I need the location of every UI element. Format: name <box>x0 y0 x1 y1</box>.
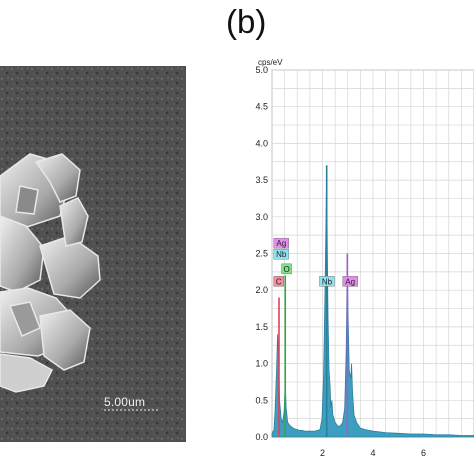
peak-label-ag: Ag <box>273 237 289 249</box>
y-tick-label: 2.0 <box>255 285 268 295</box>
y-tick-label: 3.0 <box>255 212 268 222</box>
svg-text:Ag: Ag <box>276 239 286 248</box>
peak-label-o: O <box>281 263 292 275</box>
svg-text:O: O <box>283 265 289 274</box>
y-tick-label: 2.5 <box>255 249 268 259</box>
y-tick-label: 4.5 <box>255 102 268 112</box>
x-tick-label: 2 <box>320 448 325 458</box>
sem-micrograph <box>0 66 186 442</box>
peak-label-c: C <box>273 276 284 287</box>
y-axis-unit: cps/eV <box>258 58 283 67</box>
x-tick-label: 4 <box>370 448 375 458</box>
y-tick-label: 4.0 <box>255 138 268 148</box>
peak-label-ag: Ag <box>342 276 358 287</box>
grid-horizontal <box>272 69 474 438</box>
sem-micrograph-art <box>0 66 186 442</box>
peak-label-nb: Nb <box>273 248 289 260</box>
y-tick-label: 1.0 <box>255 359 268 369</box>
svg-text:C: C <box>276 277 282 286</box>
y-tick-label: 5.0 <box>255 65 268 75</box>
sem-scale-bar-label: 5.00um <box>104 395 146 409</box>
peak-label-nb: Nb <box>319 276 335 287</box>
y-tick-label: 0.0 <box>255 432 268 442</box>
y-tick-label: 1.5 <box>255 322 268 332</box>
svg-text:Ag: Ag <box>345 277 355 286</box>
element-peak-labels: Ag Nb OC Nb Ag <box>273 237 358 287</box>
crystal-cluster <box>0 153 101 393</box>
y-axis-ticks: 0.0 0.5 1.0 1.5 2.0 2.5 3.0 3.5 4.0 4.5 5.0 <box>255 65 268 442</box>
panel-label: (b) <box>226 3 267 40</box>
svg-text:Nb: Nb <box>276 250 287 259</box>
y-tick-label: 3.5 <box>255 175 268 185</box>
y-tick-label: 0.5 <box>255 395 268 405</box>
svg-text:Nb: Nb <box>322 277 333 286</box>
x-tick-label: 6 <box>421 448 426 458</box>
x-axis-ticks: 2 4 6 <box>320 448 426 458</box>
